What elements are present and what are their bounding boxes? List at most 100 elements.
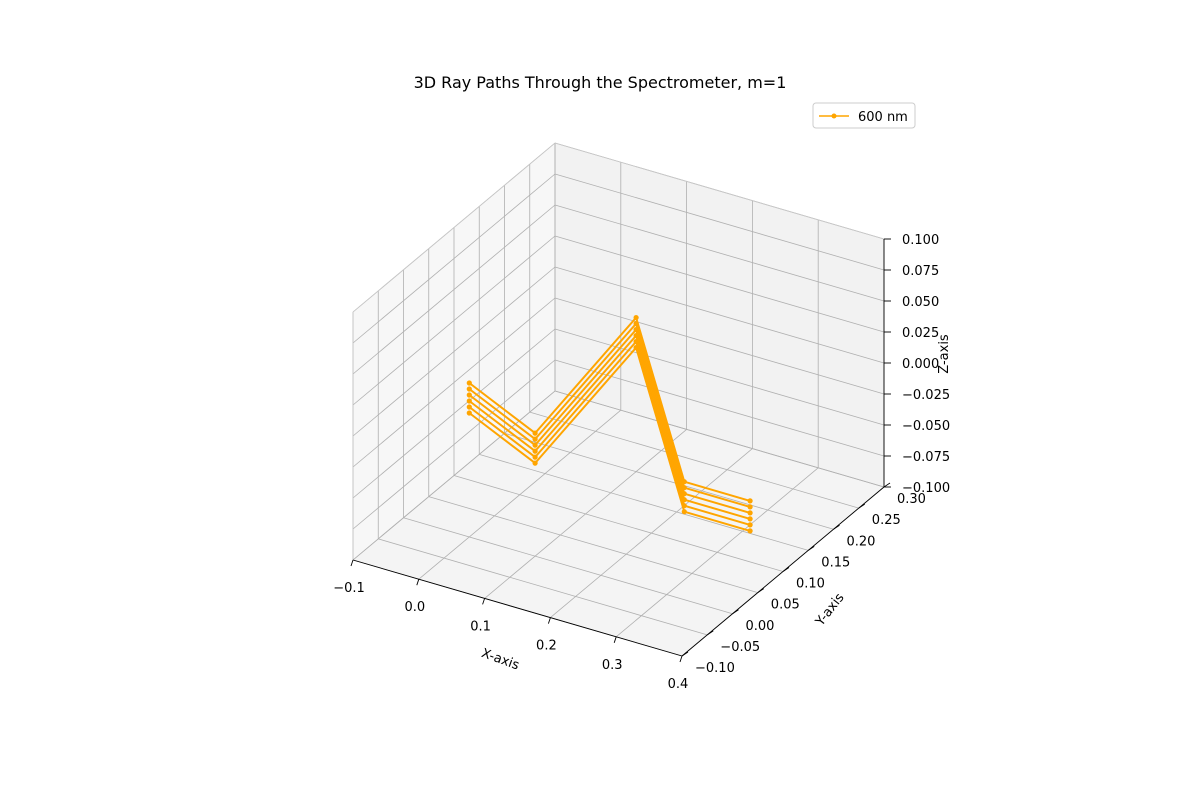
ray-5-point-1 [532, 430, 538, 436]
grid-z-left-2 [352, 328, 556, 499]
grid-z-back-0 [554, 390, 885, 488]
x-tick-3 [547, 617, 551, 624]
ray-4-point-0 [466, 386, 472, 392]
y-tick-2 [732, 609, 739, 615]
z-tick-label-4: 0.000 [902, 357, 939, 372]
z-tick-label-8: 0.100 [902, 233, 939, 248]
y-tick-label-3: 0.05 [771, 598, 800, 613]
tick-labels: −0.1 0.0 0.1 0.2 0.3 0.4 −0.10 −0.05 0.00 0.05 0.1… [333, 233, 950, 692]
grid-z-left-1 [352, 359, 556, 530]
ray-3-point-1 [532, 442, 538, 448]
z-tick-label-5: 0.025 [902, 326, 939, 341]
x-tick-label-5: 0.4 [668, 677, 689, 692]
y-tick-label-7: 0.25 [872, 513, 901, 528]
ray-2-point-1 [532, 448, 538, 454]
grid-y-floor-3 [428, 496, 758, 594]
y-tick-4 [782, 567, 790, 572]
ray-0-point-4 [747, 528, 753, 534]
grid-z-back-3 [554, 297, 885, 395]
ray-3-point-0 [466, 392, 472, 398]
x-axis-label: X-axis [479, 646, 521, 674]
ray-5-point-3 [681, 479, 687, 485]
y-tick-5 [808, 546, 815, 551]
grid-y-floor-2 [403, 517, 733, 615]
ray-3-point-3 [681, 491, 687, 497]
y-tick-0 [681, 651, 689, 657]
x-tick-1 [416, 579, 420, 586]
ray-5-point-0 [466, 380, 472, 386]
grid-z-back-5 [554, 235, 885, 333]
grid-z-back-6 [554, 204, 885, 302]
x-tick-label-2: 0.1 [470, 619, 491, 634]
y-tick-label-8: 0.30 [897, 492, 926, 507]
y-tick-1 [707, 630, 714, 636]
ray-5-point-4 [747, 498, 753, 504]
x-tick-4 [613, 636, 617, 643]
ray-4-point-1 [532, 436, 538, 442]
ray-1-point-0 [466, 404, 472, 410]
ray-0-point-3 [681, 509, 687, 515]
y-tick-label-0: −0.10 [695, 661, 735, 676]
pane-edge-1 [352, 142, 556, 313]
y-tick-6 [833, 524, 840, 530]
ray-2-point-4 [747, 516, 753, 522]
grid-z-back-7 [554, 173, 885, 271]
grid-y-floor-1 [378, 538, 708, 636]
tick-marks [350, 238, 891, 663]
ray-0-point-0 [466, 410, 472, 416]
x-tick-label-1: 0.0 [404, 600, 425, 615]
legend: 600 nm [812, 102, 916, 129]
x-tick-5 [679, 655, 683, 663]
data-series [466, 315, 753, 534]
ray-4-point-4 [747, 504, 753, 510]
grid-z-left-0 [352, 390, 556, 561]
grid-z-left-3 [352, 297, 556, 468]
z-tick-label-1: −0.075 [902, 450, 950, 465]
ray-1-point-1 [532, 454, 538, 460]
z-tick-label-0: −0.100 [902, 481, 950, 496]
x-tick-0 [350, 559, 354, 567]
grid-z-back-2 [554, 328, 885, 426]
grid-z-back-4 [554, 266, 885, 364]
ray-2-point-0 [466, 398, 472, 404]
legend-marker-600nm [831, 113, 837, 119]
legend-frame [812, 102, 916, 129]
ray-3-point-4 [747, 510, 753, 516]
z-tick-label-2: −0.050 [902, 419, 950, 434]
legend-label-600nm: 600 nm [858, 110, 908, 125]
grid-y-floor-4 [453, 475, 784, 572]
z-tick-label-6: 0.050 [902, 295, 939, 310]
x-axis-line [352, 559, 683, 657]
grid-z-left-7 [352, 173, 556, 344]
grid-y-floor-7 [529, 411, 859, 509]
z-tick-label-7: 0.075 [902, 264, 939, 279]
ray-1-point-4 [747, 522, 753, 528]
z-axis-label: Z-axis [937, 334, 952, 374]
grid-y-floor-5 [479, 453, 809, 551]
ray-1-point-3 [681, 503, 687, 509]
axis-lines [352, 142, 885, 657]
y-tick-label-1: −0.05 [720, 640, 760, 655]
y-tick-8 [883, 482, 891, 488]
grid-y-floor-6 [504, 432, 834, 530]
y-tick-label-5: 0.15 [821, 555, 850, 570]
ray-5-point-2 [633, 315, 639, 321]
grid-z-back-1 [554, 359, 885, 457]
x-tick-label-0: −0.1 [333, 581, 365, 596]
y-axis-label: Y-axis [812, 590, 847, 629]
chart-title: 3D Ray Paths Through the Spectrometer, m… [414, 73, 787, 92]
z-tick-label-3: −0.025 [902, 388, 950, 403]
grid-z-left-4 [352, 266, 556, 437]
x-tick-label-4: 0.3 [602, 658, 623, 673]
y-tick-3 [757, 588, 764, 593]
x-tick-2 [482, 598, 486, 605]
ray-2-point-3 [681, 497, 687, 503]
x-tick-label-3: 0.2 [536, 639, 557, 654]
ray-0-point-1 [532, 460, 538, 466]
y-tick-label-2: 0.00 [746, 619, 775, 634]
y-tick-7 [858, 503, 865, 509]
y-tick-label-6: 0.20 [847, 534, 876, 549]
grid-z-left-6 [352, 204, 556, 375]
y-tick-label-4: 0.10 [796, 577, 825, 592]
